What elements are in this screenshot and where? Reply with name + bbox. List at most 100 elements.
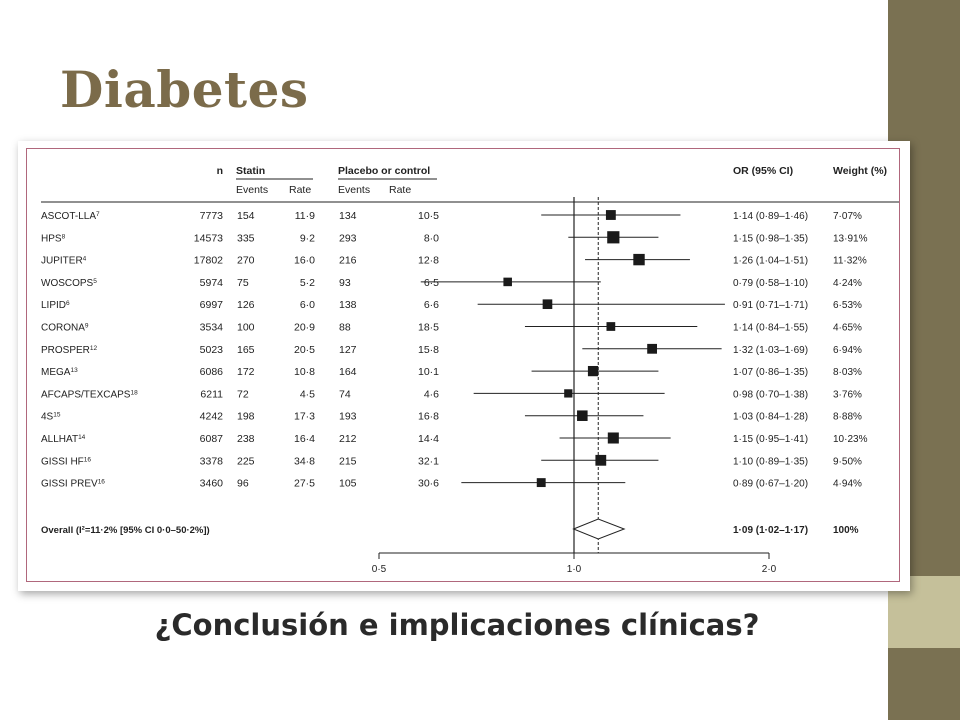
study-n: 6211 <box>200 388 223 400</box>
study-or-ci: 0·98 (0·70–1·38) <box>733 389 808 400</box>
study-weight: 11·32% <box>833 256 867 267</box>
study-reference: 14 <box>78 434 86 441</box>
statin-rate: 20·9 <box>294 322 315 334</box>
study-or-ci: 1·15 (0·95–1·41) <box>733 434 808 445</box>
statin-rate: 17·3 <box>294 411 315 423</box>
study-name: LIPID6 <box>41 300 70 312</box>
header-statin-events: Events <box>236 184 268 196</box>
point-estimate <box>542 299 553 310</box>
study-weight: 4·65% <box>833 323 862 334</box>
header-placebo: Placebo or control <box>338 165 430 177</box>
study-name: GISSI HF16 <box>41 456 91 468</box>
statin-rate: 16·4 <box>294 433 315 445</box>
study-name: WOSCOPS5 <box>41 277 97 289</box>
point-estimate <box>607 432 619 444</box>
point-estimate <box>503 277 512 287</box>
x-axis-tick-label: 1·0 <box>567 564 582 575</box>
point-estimate <box>595 454 607 466</box>
study-weight: 13·91% <box>833 233 868 244</box>
statin-events: 238 <box>237 433 255 445</box>
statin-rate: 20·5 <box>294 344 315 356</box>
study-n: 3378 <box>200 455 224 467</box>
placebo-rate: 6·6 <box>424 299 439 311</box>
placebo-rate: 18·5 <box>418 322 439 334</box>
statin-rate: 27·5 <box>294 478 315 490</box>
header-placebo-rate: Rate <box>389 184 411 196</box>
point-estimate <box>606 322 616 331</box>
study-or-ci: 1·03 (0·84–1·28) <box>733 412 808 423</box>
study-n: 7773 <box>200 210 224 222</box>
placebo-rate: 30·6 <box>418 478 439 490</box>
placebo-events: 105 <box>339 478 357 490</box>
placebo-events: 193 <box>339 411 357 423</box>
study-weight: 8·88% <box>833 412 862 423</box>
point-estimate <box>564 389 573 398</box>
study-reference: 15 <box>53 411 61 418</box>
placebo-rate: 16·8 <box>418 411 439 423</box>
study-name: AFCAPS/TEXCAPS18 <box>41 389 138 401</box>
study-reference: 4 <box>83 255 87 262</box>
statin-events: 96 <box>237 478 249 490</box>
statin-events: 198 <box>237 411 255 423</box>
placebo-events: 127 <box>339 344 357 356</box>
study-n: 5023 <box>200 344 224 356</box>
statin-rate: 4·5 <box>300 388 315 400</box>
study-n: 17802 <box>194 255 223 267</box>
study-or-ci: 1·14 (0·89–1·46) <box>733 211 808 222</box>
study-name: HPS8 <box>41 233 66 245</box>
study-or-ci: 1·14 (0·84–1·55) <box>733 323 808 334</box>
statin-events: 165 <box>237 344 255 356</box>
statin-rate: 34·8 <box>294 455 315 467</box>
placebo-rate: 8·0 <box>424 232 439 244</box>
study-n: 6087 <box>200 433 224 445</box>
statin-events: 154 <box>237 210 255 222</box>
statin-events: 72 <box>237 388 249 400</box>
figure-border: n Statin Placebo or control Events Rate Event… <box>26 148 900 582</box>
study-weight: 10·23% <box>833 434 868 445</box>
overall-weight: 100% <box>833 525 859 536</box>
point-estimate <box>577 410 588 421</box>
point-estimate <box>587 365 599 377</box>
study-or-ci: 1·10 (0·89–1·35) <box>733 456 808 467</box>
placebo-events: 293 <box>339 232 357 244</box>
study-or-ci: 1·32 (1·03–1·69) <box>733 345 808 356</box>
statin-events: 75 <box>237 277 249 289</box>
statin-events: 335 <box>237 232 255 244</box>
statin-rate: 10·8 <box>294 366 315 378</box>
study-n: 3460 <box>200 478 224 490</box>
study-n: 6997 <box>200 299 224 311</box>
statin-events: 270 <box>237 255 255 267</box>
study-weight: 9·50% <box>833 456 862 467</box>
placebo-events: 212 <box>339 433 357 445</box>
header-or-ci: OR (95% CI) <box>733 165 793 177</box>
placebo-rate: 6·5 <box>424 277 439 289</box>
study-name: MEGA13 <box>41 367 78 379</box>
point-estimate <box>607 231 620 244</box>
forest-plot: n Statin Placebo or control Events Rate Event… <box>41 165 899 575</box>
statin-rate: 11·9 <box>295 210 315 222</box>
study-n: 5974 <box>200 277 224 289</box>
header-weight: Weight (%) <box>833 165 887 177</box>
study-n: 6086 <box>200 366 224 378</box>
statin-rate: 6·0 <box>300 299 315 311</box>
placebo-rate: 4·6 <box>424 388 439 400</box>
placebo-events: 216 <box>339 255 357 267</box>
study-reference: 5 <box>93 277 97 284</box>
placebo-rate: 10·5 <box>418 210 439 222</box>
study-name: ASCOT-LLA7 <box>41 211 100 223</box>
study-or-ci: 1·15 (0·98–1·35) <box>733 233 808 244</box>
study-name: ALLHAT14 <box>41 434 86 446</box>
study-name: CORONA9 <box>41 322 89 334</box>
study-reference: 16 <box>98 478 106 485</box>
statin-events: 225 <box>237 455 255 467</box>
statin-rate: 9·2 <box>300 232 315 244</box>
study-reference: 12 <box>90 344 98 351</box>
study-or-ci: 1·07 (0·86–1·35) <box>733 367 808 378</box>
study-weight: 6·94% <box>833 345 862 356</box>
study-name: JUPITER4 <box>41 255 87 267</box>
study-reference: 6 <box>66 300 70 307</box>
placebo-events: 138 <box>339 299 357 311</box>
x-axis-tick-label: 2·0 <box>762 564 777 575</box>
study-weight: 7·07% <box>833 211 862 222</box>
study-reference: 13 <box>70 367 78 374</box>
